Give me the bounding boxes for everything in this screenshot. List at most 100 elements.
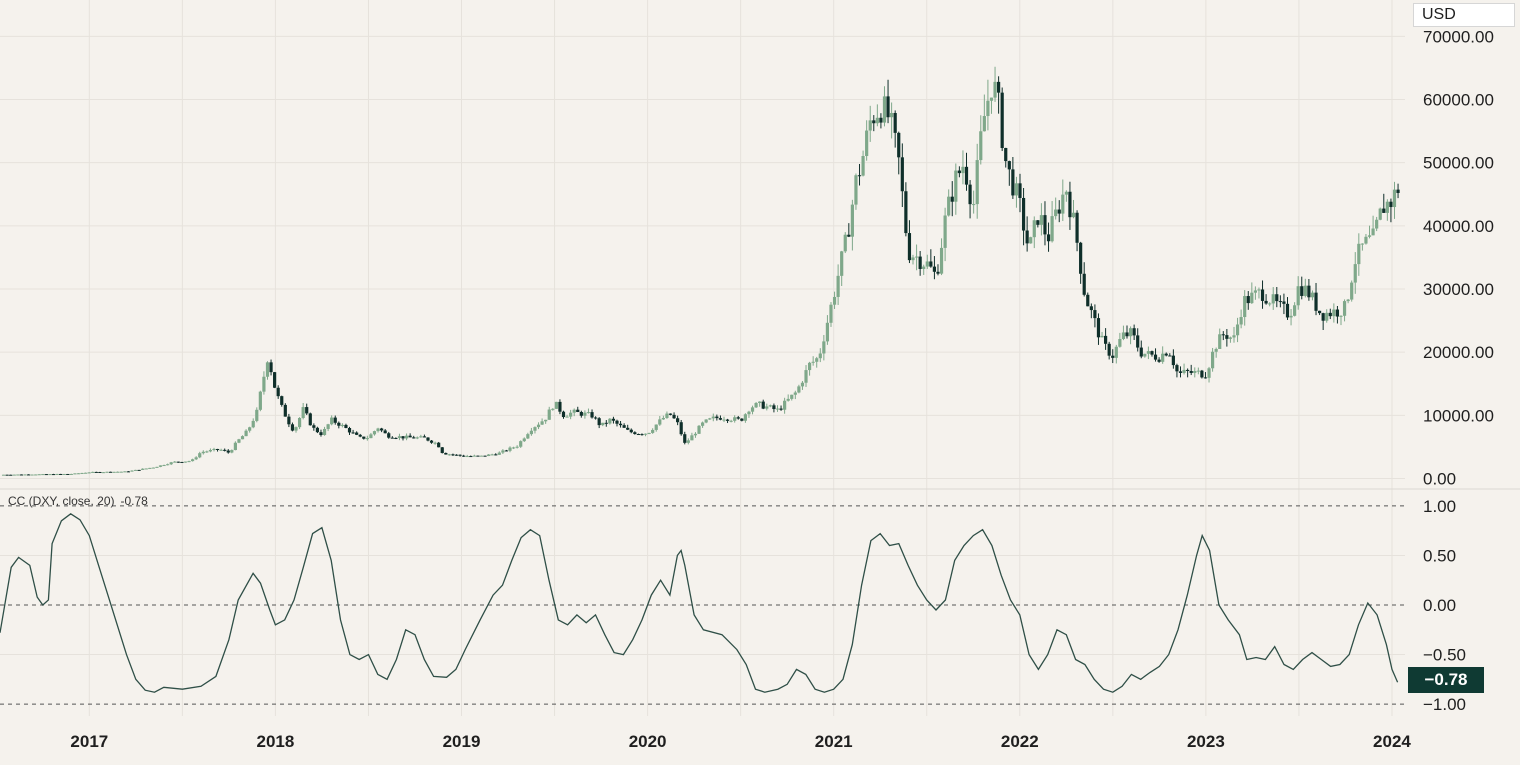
candle-down (483, 455, 487, 457)
candle-up (1303, 285, 1307, 296)
candle-up (91, 471, 95, 473)
candle-up (993, 81, 997, 98)
candle-down (1178, 371, 1183, 373)
candle-up (69, 473, 73, 475)
candle-up (765, 406, 769, 409)
candle-up (1360, 243, 1364, 245)
candle-up (943, 215, 947, 248)
candle-up (1268, 303, 1272, 305)
indicator-legend[interactable]: CC (DXY, close, 20) -0.78 (8, 494, 154, 508)
candle-up (294, 427, 298, 431)
candle-down (633, 432, 637, 435)
candle-down (918, 256, 922, 269)
candle-down (964, 166, 969, 185)
time-axis-tick-label: 2022 (1001, 732, 1039, 751)
indicator-axis-tick-label: −0.50 (1423, 646, 1466, 665)
candle-up (1310, 292, 1315, 298)
candle-down (629, 429, 633, 433)
candle-down (1186, 369, 1190, 371)
candle-up (586, 412, 591, 414)
currency-selector[interactable]: USD (1413, 3, 1515, 27)
candle-up (861, 156, 865, 176)
candle-down (180, 461, 184, 463)
candle-down (604, 422, 608, 424)
candle-up (972, 204, 976, 206)
candle-up (1271, 294, 1275, 304)
candle-up (1235, 324, 1240, 336)
candle-up (868, 120, 872, 131)
candle-down (679, 422, 683, 435)
candle-down (932, 266, 937, 272)
candle-up (490, 454, 494, 456)
candle-up (497, 452, 501, 455)
candle-up (865, 130, 869, 157)
candle-down (1096, 318, 1101, 338)
candle-up (515, 446, 519, 448)
candle-up (404, 435, 409, 439)
candle-down (276, 387, 280, 397)
candle-down (1046, 234, 1051, 242)
candle-up (540, 421, 544, 425)
candle-down (444, 452, 448, 455)
candle-up (722, 419, 726, 421)
candle-down (283, 404, 287, 417)
candle-down (1168, 355, 1172, 357)
candle-down (561, 411, 566, 418)
candle-down (1057, 209, 1061, 214)
candle-up (183, 461, 188, 463)
candle-up (743, 414, 747, 421)
candle-up (754, 403, 758, 408)
candle-up (87, 472, 91, 474)
candle-down (290, 424, 295, 431)
candle-up (187, 461, 191, 463)
candle-up (158, 465, 163, 467)
candle-up (1100, 335, 1104, 338)
candle-down (1307, 285, 1311, 298)
candle-down (857, 175, 862, 177)
candle-up (790, 394, 794, 399)
candle-up (1218, 334, 1222, 349)
candle-down (640, 434, 644, 436)
candle-down (383, 430, 387, 434)
candle-up (508, 447, 512, 451)
candle-up (23, 474, 27, 476)
candle-down (51, 474, 56, 476)
candle-up (939, 247, 944, 274)
candle-up (116, 471, 120, 473)
price-axis-tick-label: 70000.00 (1423, 27, 1494, 46)
candle-up (768, 405, 772, 407)
candle-up (1, 474, 6, 476)
candle-down (429, 440, 434, 443)
candle-down (59, 473, 63, 475)
candle-up (433, 442, 437, 444)
candle-up (1032, 220, 1036, 238)
price-axis-tick-label: 30000.00 (1423, 280, 1494, 299)
candle-up (415, 437, 419, 439)
candle-up (747, 411, 751, 415)
candle-down (44, 474, 48, 476)
indicator-name: CC (DXY, close, 20) (8, 494, 115, 508)
candle-up (583, 412, 587, 416)
candle-up (12, 474, 16, 476)
candle-down (997, 81, 1001, 93)
candle-down (308, 413, 312, 426)
candle-up (825, 322, 830, 342)
indicator-last-value-badge: −0.78 (1408, 667, 1484, 693)
candle-down (333, 417, 337, 423)
candle-down (380, 428, 384, 431)
candle-up (1210, 351, 1215, 369)
candle-up (1332, 309, 1336, 317)
candle-up (643, 433, 648, 435)
candle-down (907, 233, 912, 261)
price-axis-tick-label: 10000.00 (1423, 406, 1494, 425)
candle-down (615, 420, 619, 424)
candle-up (1239, 317, 1243, 325)
candle-down (454, 454, 459, 456)
candle-up (775, 408, 780, 410)
candle-up (711, 416, 715, 419)
candle-down (494, 454, 498, 456)
candle-down (847, 234, 851, 237)
time-axis-tick-label: 2024 (1373, 732, 1411, 751)
candle-up (519, 441, 523, 447)
